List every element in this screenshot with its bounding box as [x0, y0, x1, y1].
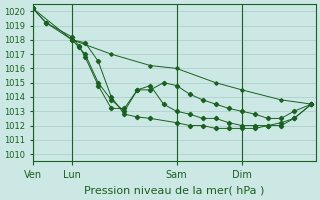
- X-axis label: Pression niveau de la mer( hPa ): Pression niveau de la mer( hPa ): [84, 186, 265, 196]
